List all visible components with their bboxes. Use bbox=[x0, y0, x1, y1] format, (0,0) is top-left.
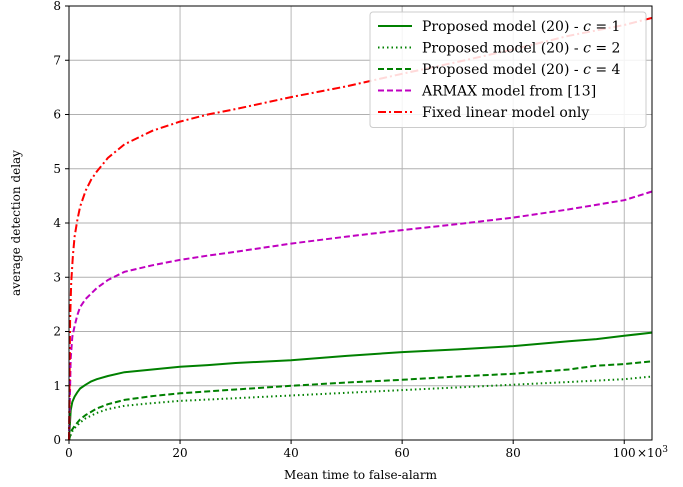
y-tick-label: 2 bbox=[53, 325, 61, 339]
y-tick-label: 0 bbox=[53, 433, 61, 447]
series-layer bbox=[68, 16, 653, 441]
x-tick-label: 60 bbox=[395, 446, 410, 460]
x-tick-label: 40 bbox=[283, 446, 298, 460]
x-axis-multiplier-exponent: 3 bbox=[662, 445, 668, 455]
x-axis-multiplier-base: ×10 bbox=[637, 446, 662, 460]
series-line-3 bbox=[68, 360, 653, 441]
legend-box bbox=[369, 11, 647, 128]
y-tick-label: 5 bbox=[53, 162, 61, 176]
y-tick-label: 7 bbox=[53, 53, 61, 67]
legend-label-2: Proposed model (20) - c = 2 bbox=[422, 41, 620, 57]
y-tick-label: 1 bbox=[53, 379, 61, 393]
legend-label-1: Proposed model (20) - c = 1 bbox=[422, 19, 620, 35]
y-tick-label: 3 bbox=[53, 270, 61, 284]
series-line-1 bbox=[68, 331, 653, 441]
x-tick-label: 20 bbox=[172, 446, 187, 460]
x-tick-label: 80 bbox=[506, 446, 521, 460]
series-line-4 bbox=[68, 190, 653, 441]
x-axis-multiplier: ×103 bbox=[637, 445, 668, 460]
legend-label-5: Fixed linear model only bbox=[422, 105, 589, 121]
legend-label-3: Proposed model (20) - c = 4 bbox=[422, 62, 621, 78]
x-axis-label: Mean time to false-alarm bbox=[284, 468, 438, 482]
y-tick-label: 6 bbox=[53, 108, 61, 122]
series-line-5 bbox=[68, 16, 653, 441]
y-axis-label: average detection delay bbox=[9, 150, 23, 296]
x-tick-label: 0 bbox=[65, 446, 73, 460]
tick-labels: 0 20 40 60 80 100 0 1 2 3 4 5 6 7 8 bbox=[53, 0, 635, 460]
legend-label-4: ARMAX model from [13] bbox=[421, 84, 596, 100]
y-tick-label: 8 bbox=[53, 0, 61, 13]
y-tick-label: 4 bbox=[53, 216, 61, 230]
legend: Proposed model (20) - c = 1 Proposed mode… bbox=[369, 11, 647, 128]
tick-marks bbox=[65, 5, 625, 444]
x-tick-label: 100 bbox=[613, 446, 636, 460]
